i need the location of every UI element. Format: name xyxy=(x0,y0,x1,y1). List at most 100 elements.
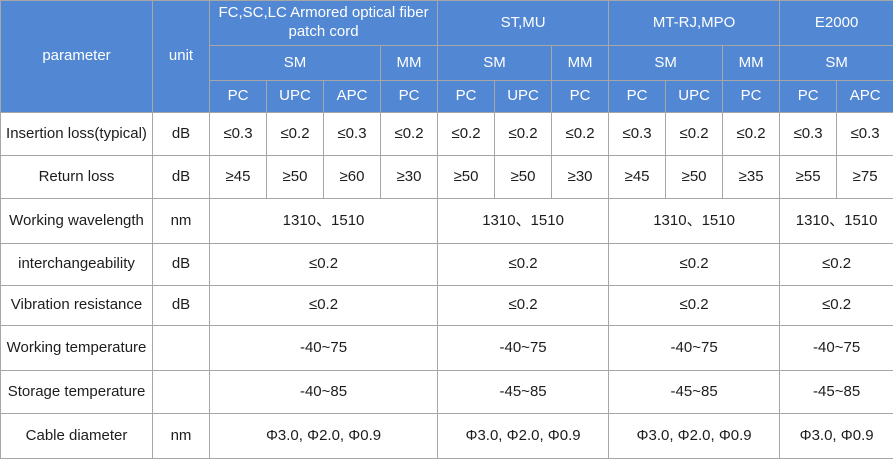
value-cell: -40~75 xyxy=(438,326,609,371)
value-cell: -40~85 xyxy=(210,371,438,414)
value-cell: ≤0.2 xyxy=(210,244,438,286)
value-cell: ≤0.2 xyxy=(438,113,495,156)
value-cell: ≤0.2 xyxy=(609,286,780,326)
header-polish-pc: PC xyxy=(438,81,495,113)
value-cell: ≤0.3 xyxy=(324,113,381,156)
value-cell: ≤0.2 xyxy=(552,113,609,156)
header-polish-pc: PC xyxy=(609,81,666,113)
value-cell: ≤0.2 xyxy=(780,244,893,286)
header-mode-mm: MM xyxy=(552,46,609,81)
header-unit: unit xyxy=(153,1,210,113)
value-cell: ≤0.2 xyxy=(723,113,780,156)
value-cell: ≤0.3 xyxy=(780,113,837,156)
value-cell: ≥50 xyxy=(666,156,723,199)
value-cell: ≤0.3 xyxy=(210,113,267,156)
header-row-groups: parameter unit FC,SC,LC Armored optical … xyxy=(1,1,893,46)
value-cell: ≤0.2 xyxy=(438,244,609,286)
value-cell: 1310、1510 xyxy=(438,199,609,244)
value-cell: ≤0.3 xyxy=(837,113,893,156)
table-body: Insertion loss(typical) dB ≤0.3 ≤0.2 ≤0.… xyxy=(1,113,893,459)
row-vibration-resistance: Vibration resistance dB ≤0.2 ≤0.2 ≤0.2 ≤… xyxy=(1,286,893,326)
header-mode-sm: SM xyxy=(609,46,723,81)
value-cell: ≥50 xyxy=(267,156,324,199)
value-cell: Φ3.0, Φ2.0, Φ0.9 xyxy=(438,414,609,459)
row-label: Storage temperature xyxy=(1,371,153,414)
row-working-temperature: Working temperature -40~75 -40~75 -40~75… xyxy=(1,326,893,371)
header-polish-apc: APC xyxy=(324,81,381,113)
row-label: Vibration resistance xyxy=(1,286,153,326)
value-cell: ≥45 xyxy=(210,156,267,199)
header-polish-apc: APC xyxy=(837,81,893,113)
header-polish-pc: PC xyxy=(723,81,780,113)
value-cell: ≤0.2 xyxy=(267,113,324,156)
value-cell: ≥55 xyxy=(780,156,837,199)
value-cell: 1310、1510 xyxy=(210,199,438,244)
value-cell: ≤0.2 xyxy=(609,244,780,286)
value-cell: ≥30 xyxy=(552,156,609,199)
header-mode-sm: SM xyxy=(210,46,381,81)
row-label: Working temperature xyxy=(1,326,153,371)
value-cell: Φ3.0, Φ2.0, Φ0.9 xyxy=(210,414,438,459)
value-cell: -45~85 xyxy=(438,371,609,414)
value-cell: ≥45 xyxy=(609,156,666,199)
value-cell: ≥30 xyxy=(381,156,438,199)
header-group-fc-sc-lc: FC,SC,LC Armored optical fiber patch cor… xyxy=(210,1,438,46)
header-group-mt-rj-mpo: MT-RJ,MPO xyxy=(609,1,780,46)
row-working-wavelength: Working wavelength nm 1310、1510 1310、151… xyxy=(1,199,893,244)
header-mode-mm: MM xyxy=(381,46,438,81)
row-insertion-loss: Insertion loss(typical) dB ≤0.3 ≤0.2 ≤0.… xyxy=(1,113,893,156)
header-mode-sm: SM xyxy=(438,46,552,81)
row-label: interchangeability xyxy=(1,244,153,286)
value-cell: ≤0.2 xyxy=(381,113,438,156)
value-cell: ≤0.2 xyxy=(780,286,893,326)
value-cell: 1310、1510 xyxy=(780,199,893,244)
value-cell: ≥50 xyxy=(495,156,552,199)
value-cell: -40~75 xyxy=(210,326,438,371)
row-label: Insertion loss(typical) xyxy=(1,113,153,156)
header-group-st-mu: ST,MU xyxy=(438,1,609,46)
header-parameter: parameter xyxy=(1,1,153,113)
row-cable-diameter: Cable diameter nm Φ3.0, Φ2.0, Φ0.9 Φ3.0,… xyxy=(1,414,893,459)
unit-cell: nm xyxy=(153,199,210,244)
header-mode-sm: SM xyxy=(780,46,893,81)
header-polish-pc: PC xyxy=(381,81,438,113)
value-cell: Φ3.0, Φ2.0, Φ0.9 xyxy=(609,414,780,459)
unit-cell xyxy=(153,371,210,414)
unit-cell xyxy=(153,326,210,371)
row-label: Cable diameter xyxy=(1,414,153,459)
value-cell: ≥60 xyxy=(324,156,381,199)
table-header: parameter unit FC,SC,LC Armored optical … xyxy=(1,1,893,113)
value-cell: -40~75 xyxy=(609,326,780,371)
header-mode-mm: MM xyxy=(723,46,780,81)
unit-cell: dB xyxy=(153,286,210,326)
value-cell: 1310、1510 xyxy=(609,199,780,244)
header-polish-pc: PC xyxy=(210,81,267,113)
header-group-e2000: E2000 xyxy=(780,1,893,46)
value-cell: ≥35 xyxy=(723,156,780,199)
value-cell: ≤0.2 xyxy=(495,113,552,156)
header-polish-upc: UPC xyxy=(495,81,552,113)
unit-cell: dB xyxy=(153,156,210,199)
value-cell: ≤0.2 xyxy=(666,113,723,156)
row-storage-temperature: Storage temperature -40~85 -45~85 -45~85… xyxy=(1,371,893,414)
header-polish-pc: PC xyxy=(552,81,609,113)
value-cell: ≥75 xyxy=(837,156,893,199)
row-label: Return loss xyxy=(1,156,153,199)
value-cell: ≤0.3 xyxy=(609,113,666,156)
header-polish-upc: UPC xyxy=(666,81,723,113)
unit-cell: dB xyxy=(153,113,210,156)
value-cell: ≤0.2 xyxy=(438,286,609,326)
row-interchangeability: interchangeability dB ≤0.2 ≤0.2 ≤0.2 ≤0.… xyxy=(1,244,893,286)
header-polish-upc: UPC xyxy=(267,81,324,113)
value-cell: ≤0.2 xyxy=(210,286,438,326)
value-cell: ≥50 xyxy=(438,156,495,199)
row-label: Working wavelength xyxy=(1,199,153,244)
value-cell: -45~85 xyxy=(780,371,893,414)
value-cell: -45~85 xyxy=(609,371,780,414)
value-cell: Φ3.0, Φ0.9 xyxy=(780,414,893,459)
row-return-loss: Return loss dB ≥45 ≥50 ≥60 ≥30 ≥50 ≥50 ≥… xyxy=(1,156,893,199)
unit-cell: dB xyxy=(153,244,210,286)
header-polish-pc: PC xyxy=(780,81,837,113)
unit-cell: nm xyxy=(153,414,210,459)
